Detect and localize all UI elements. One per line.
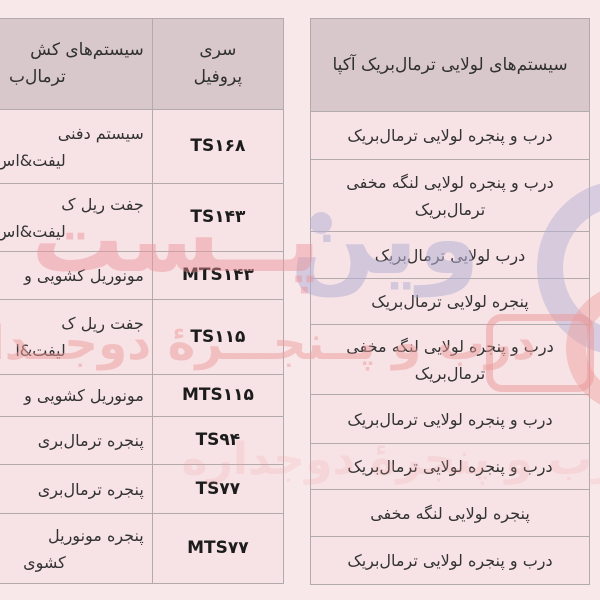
hinged-system-cell: درب و پنجره لولایی لنگه مخفی ترمال‌بریک [346, 172, 554, 219]
hinged-system-cell: درب و پنجره لولایی ترمال‌بریک [347, 409, 553, 429]
table-row: پنجره لولایی لنگه مخفی [311, 489, 589, 536]
table-row: جفت ریل ک لیفت&ا TS۱۱۵ [0, 299, 283, 374]
series-header-line2: پروفیل [193, 67, 243, 87]
sliding-systems-header-cell: سیستم‌های کش ترمال‌ب [0, 19, 152, 109]
desc-line1: سیستم دفنی [57, 123, 144, 143]
desc-line2: لیفت&ا [15, 341, 66, 360]
system-description-cell: پنجره ترمال‌بری [0, 465, 152, 513]
sliding-header-line1: سیستم‌های کش [30, 40, 144, 60]
table-row: درب و پنجره لولایی لنگه مخفی ترمال‌بریک [311, 324, 589, 394]
table-row: سیستم دفنی لیفت&اس TS۱۶۸ [0, 109, 283, 183]
table-row: جفت ریل ک لیفت&اس TS۱۴۳ [0, 183, 283, 251]
profile-series-cell: TS۱۶۸ [151, 110, 283, 183]
desc-line1: پنجره ترمال‌بری [37, 479, 144, 499]
hinged-system-cell: درب و پنجره لولایی ترمال‌بریک [347, 126, 553, 145]
sliding-header-line2: ترمال‌ب [9, 67, 66, 87]
series-header-line1: سری [199, 40, 237, 60]
table-row: پنجره مونوریل کشوی MTS۷۷ [0, 513, 283, 583]
system-description-cell: مونوریل کشویی و [0, 252, 152, 299]
table-row: درب و پنجره لولایی لنگه مخفی ترمال‌بریک [311, 159, 589, 231]
hinged-systems-table: سیستم‌های لولایی ترمال‌بریک آکپا درب و پ… [310, 18, 590, 585]
desc-line1: مونوریل کشویی و [24, 266, 144, 285]
profile-series-cell: MTS۷۷ [151, 514, 283, 583]
profile-series-cell: TS۱۱۵ [151, 300, 283, 374]
desc-line1: پنجره مونوریل [48, 525, 144, 545]
desc-line2: لیفت&اس [0, 221, 66, 241]
system-description-cell: جفت ریل ک لیفت&ا [0, 300, 152, 374]
sliding-systems-table: سیستم‌های کش ترمال‌ب سری پروفیل سیستم دف… [0, 18, 284, 584]
table-row: پنجره ترمال‌بری TS۹۴ [0, 416, 283, 464]
table-row: درب و پنجره لولایی ترمال‌بریک [311, 394, 589, 443]
hinged-system-cell: درب و پنجره لولایی لنگه مخفی ترمال‌بریک [346, 336, 554, 383]
profile-series-cell: MTS۱۱۵ [151, 375, 283, 416]
hinged-system-cell: درب و پنجره لولایی ترمال‌بریک [347, 551, 553, 570]
table-row: مونوریل کشویی و MTS۱۱۵ [0, 374, 283, 416]
hinged-system-cell: پنجره لولایی لنگه مخفی [370, 503, 530, 523]
desc-line1: مونوریل کشویی و [24, 386, 144, 405]
table-row: درب و پنجره لولایی ترمال‌بریک [311, 443, 589, 489]
desc-line1: جفت ریل ک [61, 314, 144, 333]
desc-line2: کشوی [23, 552, 66, 572]
hinged-system-cell: درب و پنجره لولایی ترمال‌بریک [347, 457, 553, 476]
table-row: پنجره ترمال‌بری TS۷۷ [0, 464, 283, 513]
table-row: درب و پنجره لولایی ترمال‌بریک [311, 536, 589, 584]
sliding-table-header-row: سیستم‌های کش ترمال‌ب سری پروفیل [0, 19, 283, 109]
desc-line2: لیفت&اس [0, 150, 66, 170]
hinged-system-cell: پنجره لولایی ترمال‌بریک [371, 292, 529, 311]
hinged-systems-header-cell: سیستم‌های لولایی ترمال‌بریک آکپا [332, 54, 568, 75]
system-description-cell: سیستم دفنی لیفت&اس [0, 110, 152, 183]
table-row: درب و پنجره لولایی ترمال‌بریک [311, 111, 589, 159]
system-description-cell: پنجره مونوریل کشوی [0, 514, 152, 583]
hinged-system-cell: درب لولایی ترمال‌بریک [374, 245, 526, 265]
profile-series-cell: TS۷۷ [151, 465, 283, 513]
table-row: پنجره لولایی ترمال‌بریک [311, 278, 589, 324]
profile-series-cell: TS۱۴۳ [151, 184, 283, 251]
table-row: درب لولایی ترمال‌بریک [311, 231, 589, 278]
desc-line1: پنجره ترمال‌بری [37, 431, 144, 450]
system-description-cell: جفت ریل ک لیفت&اس [0, 184, 152, 251]
profile-series-cell: TS۹۴ [151, 417, 283, 464]
system-description-cell: مونوریل کشویی و [0, 375, 152, 416]
system-description-cell: پنجره ترمال‌بری [0, 417, 152, 464]
table-row: مونوریل کشویی و MTS۱۴۳ [0, 251, 283, 299]
hinged-table-header-row: سیستم‌های لولایی ترمال‌بریک آکپا [311, 19, 589, 111]
profile-series-header-cell: سری پروفیل [151, 19, 283, 109]
desc-line1: جفت ریل ک [61, 194, 144, 214]
profile-series-cell: MTS۱۴۳ [151, 252, 283, 299]
